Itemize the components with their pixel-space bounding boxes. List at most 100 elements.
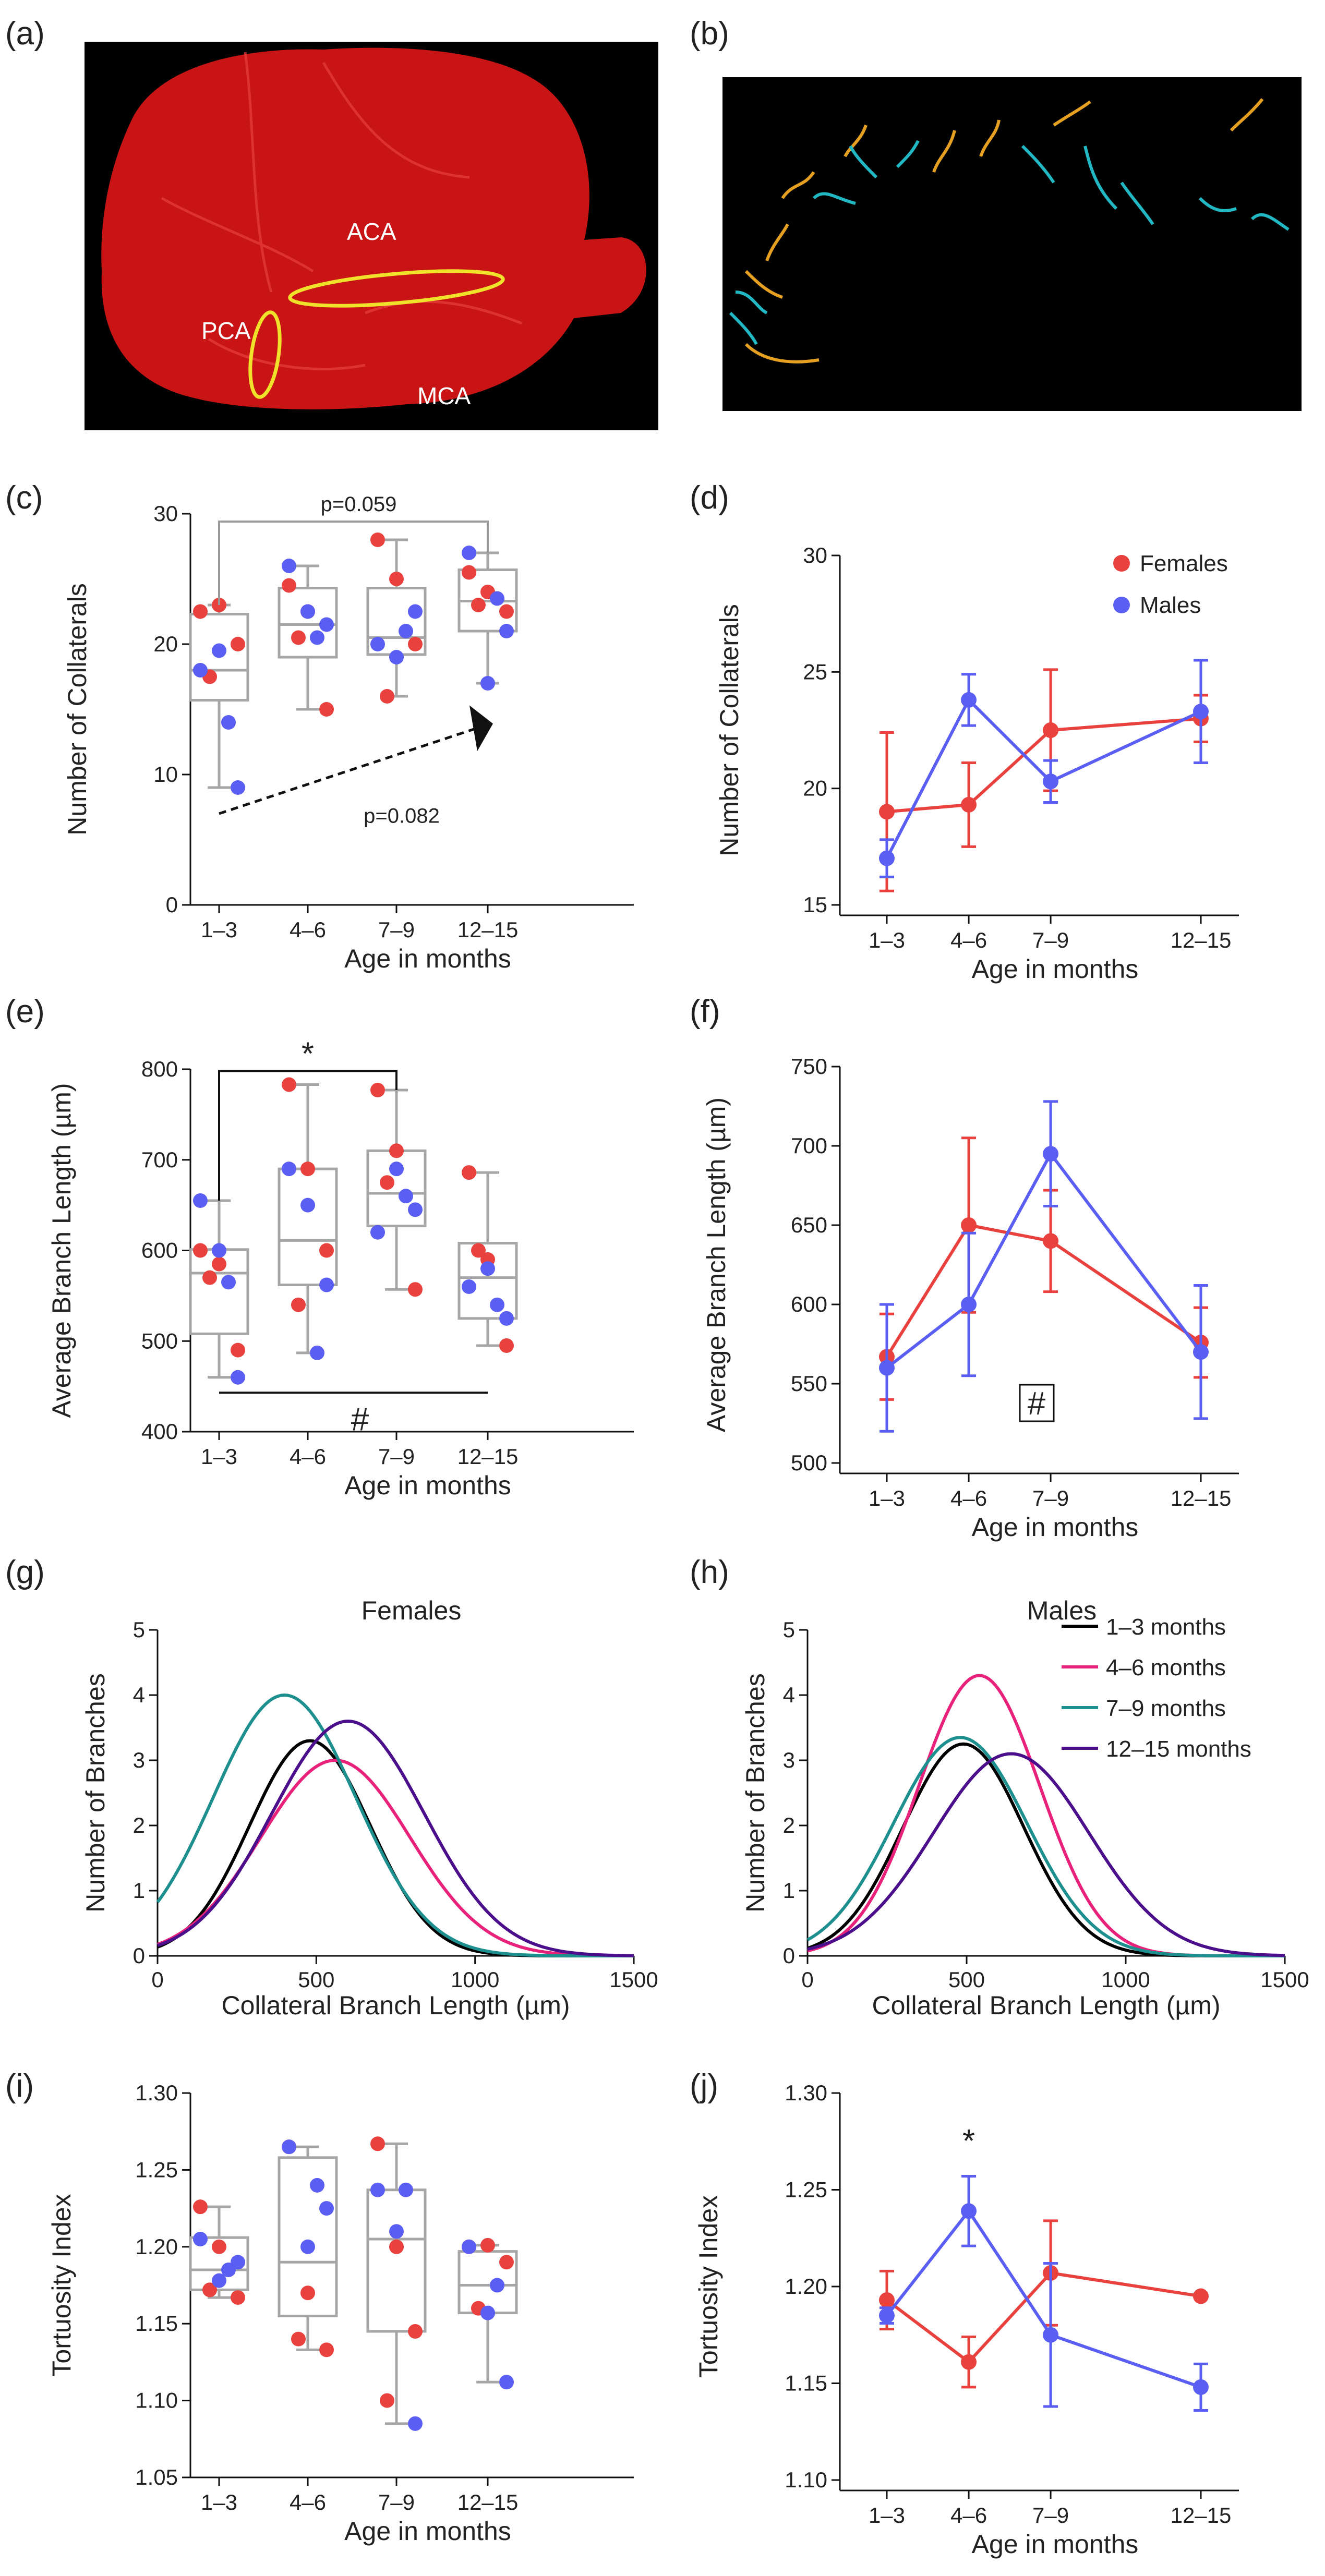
x-axis-title: Age in months [972, 2530, 1139, 2559]
data-point-female [462, 565, 476, 580]
series-line [885, 697, 1202, 860]
legend-marker-males [1113, 597, 1130, 613]
data-point [961, 2203, 977, 2219]
box-12–15 [457, 1171, 518, 1347]
data-point-male [408, 604, 423, 619]
y-tick-label: 700 [791, 1133, 827, 1158]
x-axis-title: Collateral Branch Length (µm) [872, 1991, 1221, 2020]
data-point [879, 850, 895, 866]
data-point-female [462, 1165, 476, 1180]
data-point-female [202, 1270, 217, 1285]
series-females [879, 1136, 1209, 1401]
data-point-male [319, 617, 334, 632]
chart-e: (e) 400 500 600 700 800 Average Branch Length … [5, 994, 634, 1500]
y-tick-label: 4 [133, 1683, 145, 1707]
data-point [1043, 1233, 1059, 1249]
trend-arrow-head [469, 705, 493, 751]
x-tick-label: 4–6 [950, 2503, 987, 2527]
data-point-female [471, 1243, 486, 1258]
panel-label-c: (c) [5, 480, 43, 516]
legend-label: 12–15 months [1106, 1736, 1251, 1762]
box-1–3 [189, 603, 249, 789]
series-males [879, 2175, 1209, 2412]
y-tick-label: 1.20 [135, 2234, 178, 2259]
y-tick-label: 3 [783, 1748, 795, 1772]
x-tick-label: 7–9 [378, 917, 415, 942]
x-tick-label: 12–15 [1171, 1486, 1232, 1510]
data-point-male [310, 630, 324, 645]
panel-label-f: (f) [690, 994, 720, 1030]
y-tick-label: 500 [791, 1450, 827, 1475]
x-axis-title: Collateral Branch Length (µm) [222, 1991, 570, 2020]
box-1–3 [189, 2205, 249, 2299]
data-point-male [399, 2182, 413, 2197]
data-point-male [193, 1193, 208, 1208]
data-point-female [408, 1282, 423, 1297]
y-tick-label: 1 [783, 1878, 795, 1903]
x-tick-label: 1–3 [201, 917, 237, 942]
x-axis-title: Age in months [972, 954, 1139, 984]
data-point-female [291, 630, 306, 645]
panel-label-g: (g) [5, 1554, 45, 1590]
series-females [879, 2219, 1209, 2389]
data-point-male [490, 2278, 504, 2293]
data-point-male [310, 1345, 324, 1360]
y-tick-label: 30 [803, 543, 827, 567]
y-axis-title: Number of Branches [741, 1673, 770, 1913]
x-tick-label: 12–15 [457, 917, 519, 942]
data-point-male [370, 1225, 385, 1240]
series-line [885, 2208, 1201, 2389]
y-tick-label: 20 [803, 776, 827, 801]
data-point [879, 804, 895, 820]
x-tick-label: 1500 [609, 1967, 658, 1992]
data-point-female [380, 1175, 394, 1190]
data-point [1193, 2288, 1209, 2304]
y-axis-title: Average Branch Length (µm) [702, 1097, 731, 1432]
chart-g: (g) 0 1 2 3 4 5 Number of Branches 0 500 1000 1500 C… [5, 1554, 658, 2020]
data-point-male [282, 2139, 296, 2155]
y-tick-label: 1.25 [785, 2178, 827, 2202]
x-tick-label: 7–9 [378, 2490, 415, 2514]
series-line [885, 1223, 1202, 1358]
p-value-trend: p=0.082 [364, 805, 440, 828]
data-point-female [291, 1297, 306, 1312]
region-label-pca: PCA [201, 317, 251, 344]
panel-b-background [722, 77, 1302, 411]
data-point-female [319, 2342, 334, 2357]
data-point-male [319, 2201, 334, 2216]
y-tick-label: 20 [153, 632, 178, 656]
y-tick-label: 0 [783, 1943, 795, 1968]
data-point-female [300, 2285, 315, 2301]
x-tick-label: 500 [298, 1967, 334, 1992]
data-point [961, 1297, 977, 1312]
x-tick-label: 4–6 [950, 928, 987, 952]
data-point-female [480, 2238, 495, 2253]
box-iqr [189, 2236, 249, 2291]
data-point-male [212, 1243, 226, 1258]
data-point-female [202, 2282, 217, 2297]
box-iqr [366, 2188, 427, 2333]
x-tick-label: 0 [801, 1967, 813, 1992]
y-tick-label: 1.15 [135, 2311, 178, 2336]
y-tick-label: 400 [141, 1419, 178, 1444]
data-point-female [499, 2255, 514, 2270]
data-point [961, 796, 977, 813]
data-point [1193, 1344, 1209, 1360]
data-point-male [221, 715, 236, 730]
legend-label-females: Females [1140, 551, 1228, 576]
data-point-male [231, 1370, 245, 1385]
data-point [1193, 704, 1209, 720]
data-point-female [231, 2290, 245, 2305]
data-point-female [231, 637, 245, 651]
data-point-female [212, 2239, 226, 2254]
data-point-male [310, 2178, 324, 2193]
y-axis-title: Number of Collaterals [715, 604, 744, 856]
data-point-male [480, 676, 495, 691]
legend-label: 7–9 months [1106, 1696, 1226, 1721]
data-point [961, 692, 977, 708]
data-point [961, 2354, 977, 2370]
data-point-male [193, 663, 208, 678]
y-axis-title: Number of Collaterals [63, 583, 92, 836]
